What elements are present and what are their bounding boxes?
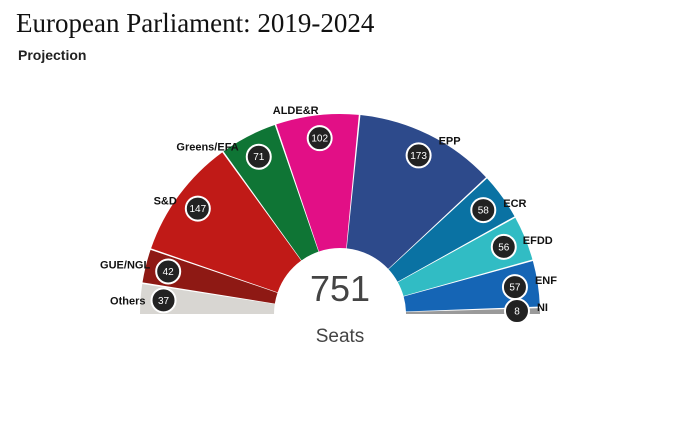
party-label-epp: EPP	[439, 135, 461, 147]
seat-count-ni: 8	[514, 307, 520, 318]
chart-title: European Parliament: 2019-2024	[16, 8, 375, 38]
seat-badge-ecr	[470, 197, 497, 224]
seat-count-enf: 57	[509, 283, 521, 294]
party-label-ni: NI	[537, 302, 548, 314]
segment-s-d	[151, 152, 302, 293]
party-label-efdd: EFDD	[523, 235, 553, 247]
seat-count-efdd: 56	[498, 242, 510, 253]
total-seats-value: 751	[310, 268, 370, 309]
seat-count-gue-ngl: 42	[163, 267, 175, 278]
seat-count-s-d: 147	[189, 204, 206, 215]
party-label-gue-ngl: GUE/NGL	[100, 259, 150, 271]
seat-badge-efdd	[490, 233, 517, 260]
seat-count-others: 37	[158, 296, 170, 307]
seat-badge-epp	[405, 142, 432, 169]
seat-count-greens-efa: 71	[253, 152, 265, 163]
seat-badge-greens-efa	[245, 143, 272, 170]
seat-badge-s-d	[184, 195, 211, 222]
seat-count-epp: 173	[410, 151, 427, 162]
total-seats-label: Seats	[316, 326, 365, 347]
seat-badge-ni	[503, 298, 530, 325]
party-label-ecr: ECR	[503, 198, 526, 210]
party-label-s-d: S&D	[154, 196, 177, 208]
segment-alde-r	[276, 113, 359, 252]
seat-badge-alde-r	[306, 125, 333, 152]
party-label-others: Others	[110, 295, 145, 307]
party-label-greens-efa: Greens/EFA	[176, 142, 238, 154]
segment-epp	[346, 115, 486, 269]
party-label-alde-r: ALDE&R	[273, 105, 319, 117]
seat-badge-gue-ngl	[155, 258, 182, 285]
seat-count-alde-r: 102	[311, 134, 328, 145]
chart-subtitle: Projection	[18, 47, 87, 63]
segment-enf	[403, 261, 540, 312]
seat-count-ecr: 58	[478, 206, 490, 217]
seat-badge-others	[150, 287, 177, 314]
party-label-enf: ENF	[535, 275, 557, 287]
